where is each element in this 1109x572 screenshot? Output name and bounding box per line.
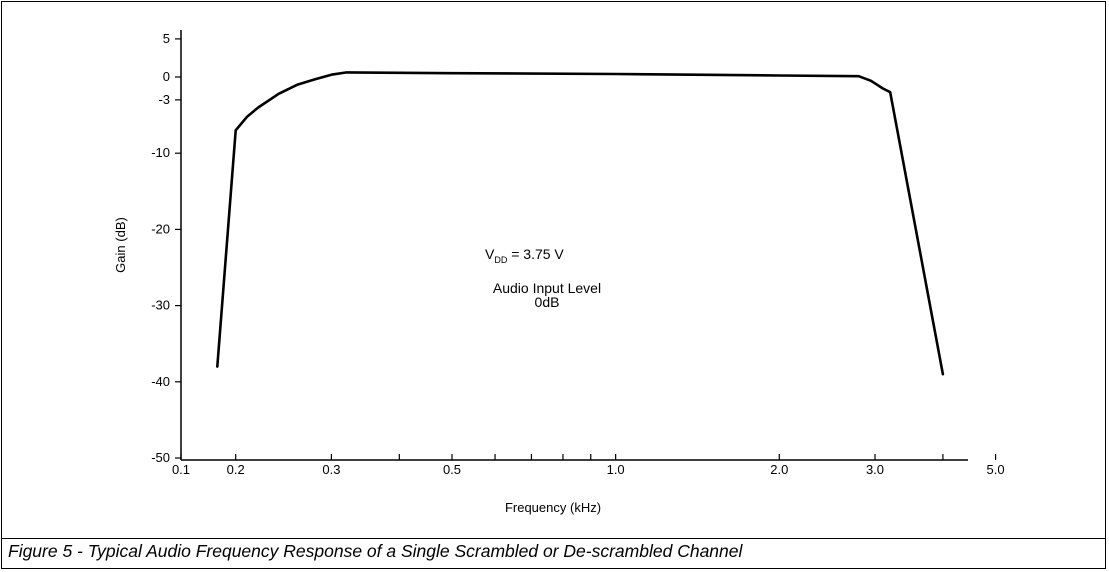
x-tick-label: 0.3 [322,462,340,477]
figure-caption: Figure 5 - Typical Audio Frequency Respo… [8,541,743,561]
y-tick-label: 5 [163,31,170,46]
caption-separator [1,538,1106,539]
y-tick-label: -50 [151,450,170,465]
x-tick-label: 3.0 [866,462,884,477]
y-tick-label: -40 [151,374,170,389]
vdd-annotation: VDD = 3.75 V [485,246,564,265]
x-tick-label: 2.0 [770,462,788,477]
y-axis-ticks: 5 0 -3 -10 -20 -30 -40 -50 [151,31,181,465]
annotation-level-value: 0dB [535,294,560,310]
x-axis-label: Frequency (kHz) [505,500,601,515]
x-tick-label: 1.0 [607,462,625,477]
vdd-value: = 3.75 V [507,246,564,262]
x-axis-ticks: 0.1 0.2 0.3 0.5 1.0 2.0 3.0 5.0 [172,454,1005,477]
y-tick-label: -30 [151,298,170,313]
x-tick-label: 0.2 [227,462,245,477]
y-axis-label: Gain (dB) [113,217,128,273]
x-tick-label: 0.5 [443,462,461,477]
x-tick-label: 0.1 [172,462,190,477]
vdd-subscript: DD [494,255,507,265]
axes-group [180,30,968,461]
series-line-0 [216,71,945,376]
series-group [216,71,945,376]
x-tick-label: 5.0 [987,462,1005,477]
y-tick-label: -3 [158,92,170,107]
y-tick-label: -10 [151,145,170,160]
y-tick-label: -20 [151,221,170,236]
vdd-symbol: V [485,246,495,262]
annotation-input-level: Audio Input Level [493,280,601,296]
y-tick-label: 0 [163,69,170,84]
